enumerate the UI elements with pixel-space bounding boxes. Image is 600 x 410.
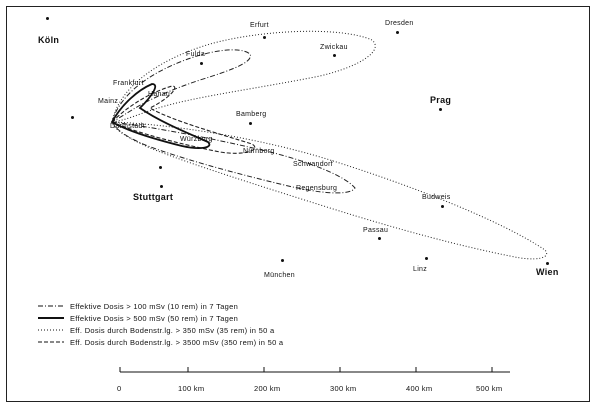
city-label-schwandorf: Schwandorf xyxy=(293,161,333,168)
legend-item-dashed: Eff. Dosis durch Bodenstr.lg. > 3500 mSv… xyxy=(38,336,283,348)
scale-bar xyxy=(119,367,510,373)
city-dot-bamberg xyxy=(249,122,252,125)
city-label-bamberg: Bamberg xyxy=(236,111,267,118)
city-dot-stuttgart xyxy=(159,166,162,169)
legend-label-solid: Effektive Dosis > 500 mSv (50 rem) in 7 … xyxy=(70,313,239,323)
city-dot-prag xyxy=(439,108,442,111)
map-frame xyxy=(6,6,590,402)
legend-swatch-dashdot xyxy=(38,305,64,307)
city-label-zwickau: Zwickau xyxy=(320,44,348,51)
city-label-regensburg: Regensburg xyxy=(296,185,338,192)
city-label-fulda: Fulda xyxy=(186,51,206,58)
contour-dashdot-upper xyxy=(111,49,251,123)
legend-item-dotted: Eff. Dosis durch Bodenstr.lg. > 350 mSv … xyxy=(38,324,283,336)
city-label-dresden: Dresden xyxy=(385,20,414,27)
city-dot-wien xyxy=(546,262,549,265)
scale-label-500: 500 km xyxy=(476,384,503,393)
city-dot-west xyxy=(71,116,74,119)
legend-item-solid: Effektive Dosis > 500 mSv (50 rem) in 7 … xyxy=(38,312,283,324)
city-dot-muenchen xyxy=(281,259,284,262)
city-dot-passau xyxy=(378,237,381,240)
legend-swatch-dashed xyxy=(38,341,64,343)
city-label-muenchen: München xyxy=(264,272,295,279)
city-dot-zwickau xyxy=(333,54,336,57)
city-label-frankfurt: Frankfurt xyxy=(113,80,144,87)
city-label-nuernberg: Nürnberg xyxy=(243,148,275,155)
scale-label-300: 300 km xyxy=(330,384,357,393)
city-dot-budweis xyxy=(441,205,444,208)
city-label-prag: Prag xyxy=(430,95,452,105)
legend-swatch-solid xyxy=(38,317,64,319)
legend-swatch-dotted xyxy=(38,329,64,331)
city-label-linz: Linz xyxy=(413,266,428,273)
city-label-passau: Passau xyxy=(363,227,389,234)
city-label-wuerzburg: Würzburg xyxy=(180,136,213,143)
city-label-mainz: Mainz xyxy=(98,98,119,105)
city-label-darmstadt: Darmstadt xyxy=(110,123,145,130)
contour-dashdot-lower xyxy=(111,121,356,194)
city-dot-koeln xyxy=(46,17,49,20)
legend: Effektive Dosis > 100 mSv (10 rem) in 7 … xyxy=(38,300,283,348)
city-label-budweis: Budweis xyxy=(422,194,451,201)
city-label-hanau: Hanau xyxy=(148,91,171,98)
city-dot-erfurt xyxy=(263,36,266,39)
legend-label-dashdot: Effektive Dosis > 100 mSv (10 rem) in 7 … xyxy=(70,301,239,311)
contour-solid xyxy=(110,83,211,149)
scale-label-400: 400 km xyxy=(406,384,433,393)
scale-label-0: 0 xyxy=(117,384,122,393)
city-dot-fulda xyxy=(200,62,203,65)
city-dot-stuttgart-2 xyxy=(160,185,163,188)
city-label-wien: Wien xyxy=(536,267,559,277)
legend-label-dashed: Eff. Dosis durch Bodenstr.lg. > 3500 mSv… xyxy=(70,337,284,347)
scale-label-100: 100 km xyxy=(178,384,205,393)
city-dot-dresden xyxy=(396,31,399,34)
city-label-stuttgart: Stuttgart xyxy=(133,192,174,202)
city-label-koeln: Köln xyxy=(38,35,60,45)
scale-label-200: 200 km xyxy=(254,384,281,393)
legend-item-dashdot: Effektive Dosis > 100 mSv (10 rem) in 7 … xyxy=(38,300,283,312)
legend-label-dotted: Eff. Dosis durch Bodenstr.lg. > 350 mSv … xyxy=(70,325,275,335)
contour-dotted-upper xyxy=(111,30,376,123)
city-dot-linz xyxy=(425,257,428,260)
city-label-erfurt: Erfurt xyxy=(250,22,269,29)
contour-dashed xyxy=(111,85,256,154)
